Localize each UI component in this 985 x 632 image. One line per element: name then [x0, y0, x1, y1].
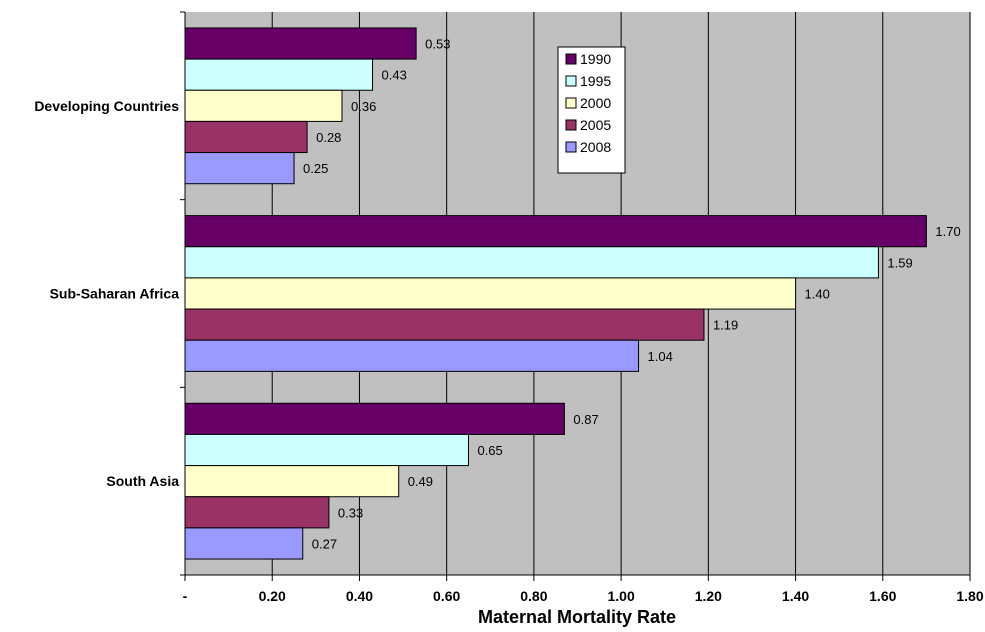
x-axis-title: Maternal Mortality Rate — [478, 607, 676, 627]
data-label: 0.27 — [312, 536, 337, 551]
bar — [184, 277, 797, 310]
x-tick-label: 1.60 — [869, 588, 896, 604]
legend-swatch — [565, 141, 577, 153]
bars — [184, 27, 927, 560]
legend-swatch — [565, 97, 577, 109]
legend-swatch — [565, 119, 577, 131]
bar — [184, 496, 330, 529]
data-label: 0.33 — [338, 505, 363, 520]
axes — [180, 11, 971, 581]
legend-label: 2008 — [580, 139, 611, 155]
category-label: Developing Countries — [34, 98, 179, 114]
x-tick-label: 0.20 — [259, 588, 286, 604]
bar — [184, 527, 304, 560]
bar — [184, 58, 374, 91]
x-tick-label: 0.60 — [433, 588, 460, 604]
bar — [184, 465, 400, 498]
bar — [184, 215, 927, 248]
data-label: 0.65 — [477, 443, 502, 458]
bar — [184, 339, 640, 372]
bar — [184, 308, 705, 341]
legend-label: 2005 — [580, 117, 611, 133]
legend-label: 1995 — [580, 73, 611, 89]
bar — [184, 402, 565, 435]
x-tick-label: 1.20 — [695, 588, 722, 604]
x-tick-label: 1.00 — [607, 588, 634, 604]
category-labels: Developing Countries Sub-Saharan Africa So… — [34, 98, 179, 489]
data-labels: 0.53 0.43 0.36 0.28 0.25 1.70 1.59 1.40 1.19 1.04… — [303, 37, 961, 552]
data-label: 1.04 — [648, 349, 673, 364]
x-tick-label: 0.80 — [520, 588, 547, 604]
data-label: 0.25 — [303, 161, 328, 176]
bar — [184, 27, 417, 60]
x-tick-label: - — [183, 588, 188, 604]
data-label: 0.49 — [408, 474, 433, 489]
legend-swatch — [565, 75, 577, 87]
x-tick-label: 1.40 — [782, 588, 809, 604]
bar — [184, 152, 295, 185]
legend: 1990 1995 2000 2005 2008 — [557, 46, 626, 174]
category-label: South Asia — [106, 473, 179, 489]
data-label: 0.43 — [382, 68, 407, 83]
bar — [184, 433, 469, 467]
data-label: 1.40 — [805, 287, 830, 302]
data-label: 1.19 — [713, 318, 738, 333]
data-label: 1.59 — [887, 255, 912, 270]
data-label: 1.70 — [935, 224, 960, 239]
data-label: 0.87 — [573, 412, 598, 427]
legend-label: 2000 — [580, 95, 611, 111]
x-tick-label: 1.80 — [956, 588, 983, 604]
data-label: 0.28 — [316, 130, 341, 145]
bar — [184, 89, 343, 122]
x-tick-labels: - 0.20 0.40 0.60 0.80 1.00 1.20 1.40 1.60 1.80 — [183, 588, 984, 604]
category-label: Sub-Saharan Africa — [50, 286, 180, 302]
legend-label: 1990 — [580, 51, 611, 67]
legend-swatch — [565, 53, 577, 65]
data-label: 0.36 — [351, 99, 376, 114]
data-label: 0.53 — [425, 37, 450, 52]
x-tick-label: 0.40 — [346, 588, 373, 604]
bar — [184, 246, 879, 279]
bar — [184, 120, 308, 154]
